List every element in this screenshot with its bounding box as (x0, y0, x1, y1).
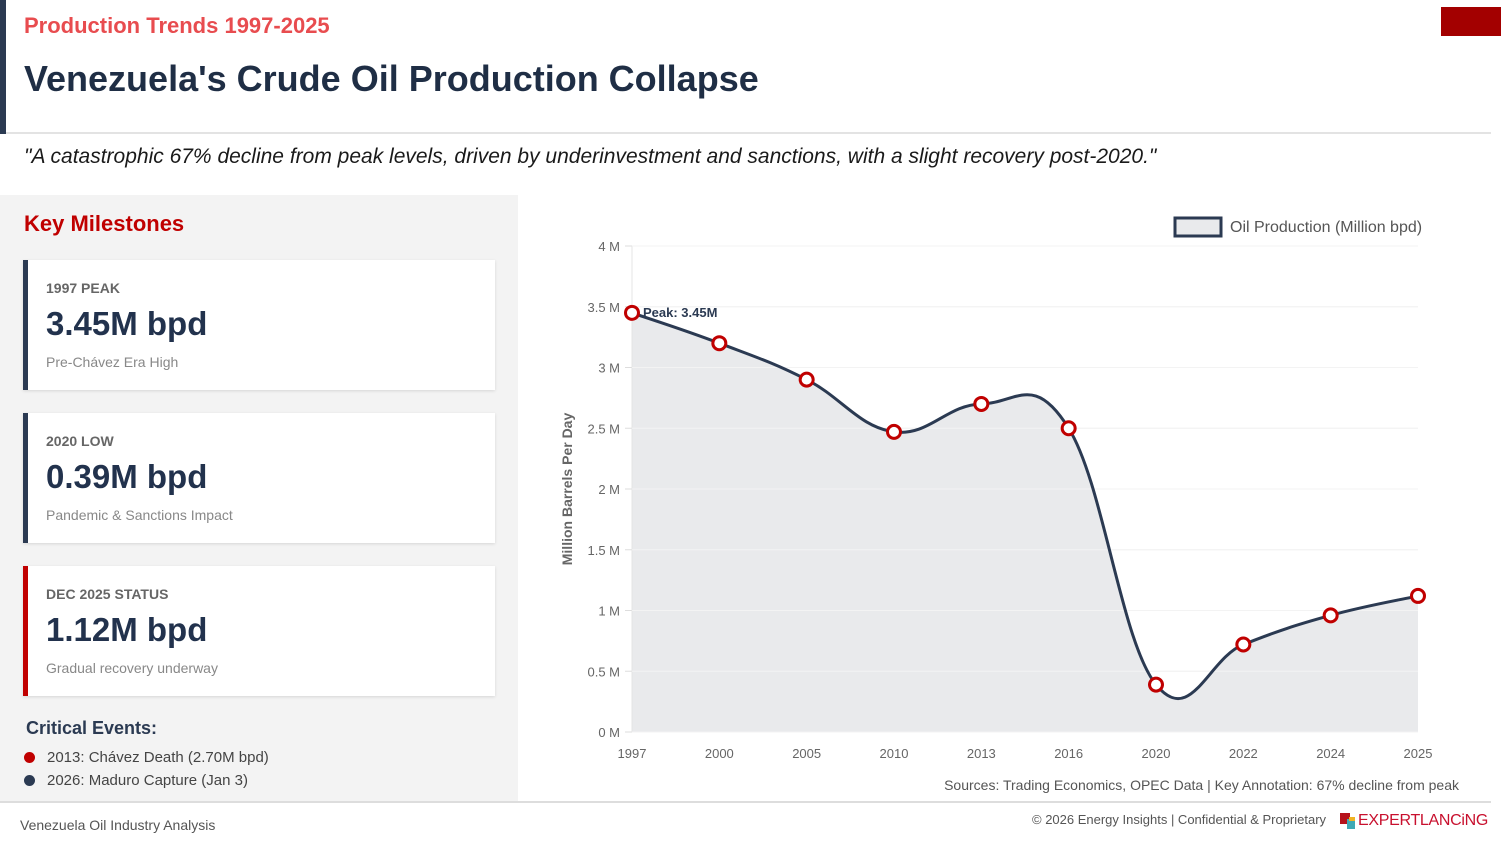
red-bullet-icon (24, 752, 35, 763)
milestones-heading: Key Milestones (24, 211, 185, 236)
header-accent-bar (0, 0, 6, 134)
y-tick-label: 3.5 M (587, 300, 620, 315)
milestone-card-status: DEC 2025 STATUS 1.12M bpd Gradual recove… (23, 566, 495, 696)
page-title: Venezuela's Crude Oil Production Collaps… (24, 58, 759, 99)
event-item: 2013: Chávez Death (2.70M bpd) (24, 749, 269, 766)
card-label: 2020 LOW (46, 433, 114, 449)
x-tick-label: 2016 (1054, 746, 1083, 761)
y-tick-label: 2.5 M (587, 421, 620, 436)
corner-brand-block (1441, 7, 1501, 36)
critical-events-heading: Critical Events: (26, 718, 158, 738)
y-tick-label: 1.5 M (587, 543, 620, 558)
data-point-2025 (1410, 587, 1426, 604)
data-point-1997 (624, 304, 640, 321)
footer-copyright: © 2026 Energy Insights | Confidential & … (1032, 812, 1327, 827)
data-point-2024 (1322, 607, 1339, 624)
x-tick-label: 2005 (792, 746, 821, 761)
legend-label: Oil Production (Million bpd) (1230, 219, 1422, 236)
card-description: Pandemic & Sanctions Impact (46, 507, 233, 523)
data-point-2016 (1060, 420, 1077, 437)
y-tick-label: 3 M (598, 361, 620, 376)
data-point-2005 (798, 371, 815, 388)
chart-svg: 0 M 0.5 M 1 M 1.5 M 2 M 2.5 M 3 M 3.5 M 4 M 1997 2… (559, 216, 1433, 761)
x-tick-label: 2013 (967, 746, 996, 761)
event-item: 2026: Maduro Capture (Jan 3) (24, 772, 248, 789)
card-value: 1.12M bpd (46, 611, 208, 648)
chart-sources: Sources: Trading Economics, OPEC Data | … (944, 777, 1459, 793)
card-label: 1997 PEAK (46, 280, 120, 296)
y-tick-label: 0.5 M (587, 664, 620, 679)
event-text: 2013: Chávez Death (2.70M bpd) (47, 749, 269, 766)
series-line (631, 311, 1419, 701)
y-tick-label: 2 M (598, 482, 620, 497)
data-point-2020 (1148, 676, 1164, 693)
card-value: 3.45M bpd (46, 305, 208, 342)
milestone-card-peak: 1997 PEAK 3.45M bpd Pre-Chávez Era High (23, 260, 495, 390)
series-area-fill (632, 312, 1418, 732)
y-axis-title: Million Barrels Per Day (559, 413, 575, 566)
y-tick-label: 4 M (598, 239, 620, 254)
card-label: DEC 2025 STATUS (46, 586, 169, 602)
header-divider (6, 132, 1491, 134)
peak-annotation: Peak: 3.45M (643, 305, 717, 320)
data-point-2022 (1235, 636, 1252, 653)
key-milestones-panel: Key Milestones 1997 PEAK 3.45M bpd Pre-C… (0, 195, 518, 801)
navy-bullet-icon (24, 775, 35, 786)
data-point-2010 (886, 423, 902, 440)
milestone-card-low: 2020 LOW 0.39M bpd Pandemic & Sanctions … (23, 413, 495, 543)
x-tick-label: 1997 (618, 746, 647, 761)
card-description: Pre-Chávez Era High (46, 354, 179, 370)
y-tick-label: 1 M (598, 604, 620, 619)
logo-mark-icon (1340, 813, 1355, 829)
data-point-2013 (973, 395, 990, 412)
card-value: 0.39M bpd (46, 458, 208, 495)
expertlancing-logo: EXPERTLANCiNG (1340, 812, 1488, 830)
x-tick-label: 2000 (705, 746, 734, 761)
x-tick-label: 2010 (880, 746, 909, 761)
legend-swatch (1173, 216, 1223, 238)
x-tick-label: 2024 (1316, 746, 1345, 761)
page-subtitle: Production Trends 1997-2025 (24, 13, 330, 38)
data-point-2000 (711, 335, 728, 352)
logo-text: EXPERTLANCiNG (1358, 812, 1489, 829)
y-tick-label: 0 M (598, 725, 620, 740)
footer-divider (0, 801, 1491, 803)
event-text: 2026: Maduro Capture (Jan 3) (47, 772, 248, 789)
production-chart: 0 M 0.5 M 1 M 1.5 M 2 M 2.5 M 3 M 3.5 M 4 M 1997 2… (520, 195, 1501, 801)
x-tick-label: 2020 (1142, 746, 1171, 761)
x-tick-label: 2025 (1404, 746, 1433, 761)
x-tick-label: 2022 (1229, 746, 1258, 761)
footer-report-name: Venezuela Oil Industry Analysis (20, 817, 216, 833)
summary-quote: "A catastrophic 67% decline from peak le… (24, 145, 1157, 168)
card-description: Gradual recovery underway (46, 660, 218, 676)
